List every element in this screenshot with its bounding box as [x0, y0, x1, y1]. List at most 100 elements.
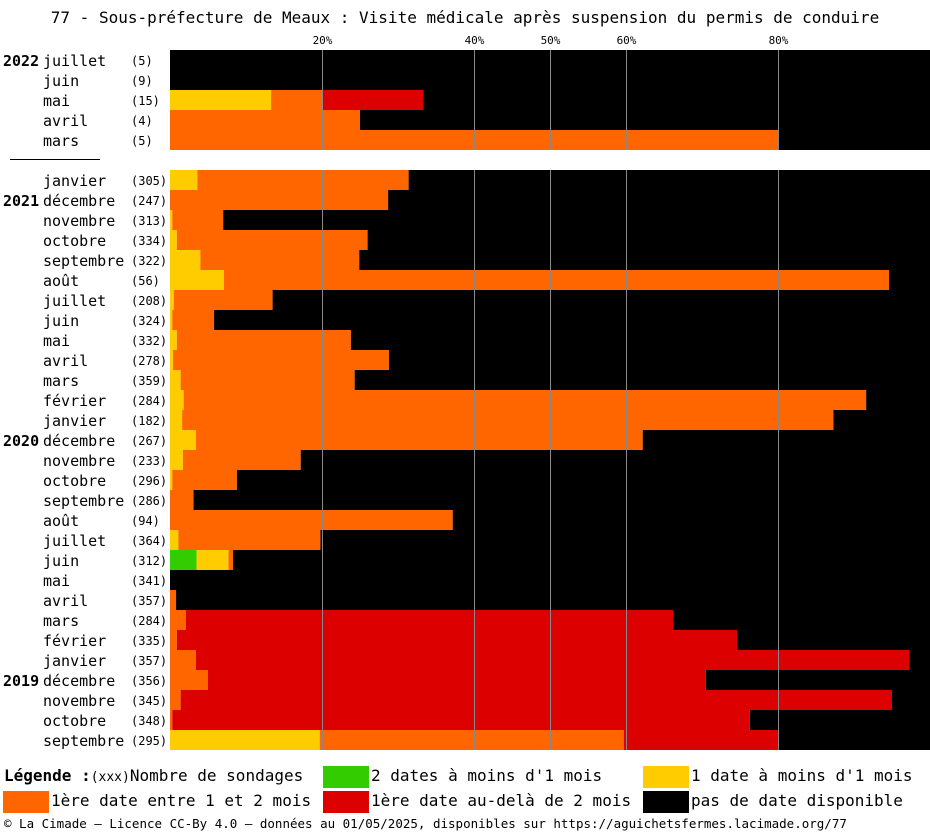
bar-segment-orange: [180, 370, 355, 390]
bar-segment-yellow: [170, 230, 177, 250]
x-tick-label: 60%: [617, 34, 637, 47]
bar-segment-orange: [172, 210, 224, 230]
bar-segment-black: [423, 90, 930, 110]
row-month-label: avril: [43, 352, 88, 370]
row-month-label: décembre: [43, 432, 115, 450]
bar-segment-orange: [170, 110, 360, 130]
bar-segment-black: [354, 370, 930, 390]
row-month-label: décembre: [43, 672, 115, 690]
bar-segment-green: [170, 550, 197, 570]
row-count-label: (332): [131, 334, 167, 348]
row-count-label: (94): [131, 514, 160, 528]
bar-segment-orange: [176, 230, 368, 250]
bar-segment-orange: [182, 450, 301, 470]
legend-swatch-red: [323, 791, 369, 813]
bar-segment-orange: [170, 670, 208, 690]
row-month-label: novembre: [43, 212, 115, 230]
gridlines-layer: [322, 50, 779, 750]
row-count-label: (295): [131, 734, 167, 748]
row-month-label: juillet: [43, 52, 106, 70]
bar-segment-yellow: [170, 390, 184, 410]
bar-segment-black: [367, 230, 930, 250]
row-count-label: (345): [131, 694, 167, 708]
row-month-label: janvier: [43, 412, 106, 430]
row-count-label: (267): [131, 434, 167, 448]
row-year-label: 2021: [3, 192, 39, 210]
row-count-label: (9): [131, 74, 153, 88]
bar-segment-black: [223, 210, 930, 230]
row-count-label: (15): [131, 94, 160, 108]
bar-segment-black: [736, 630, 930, 650]
bar-segment-orange: [228, 550, 234, 570]
bar-segment-black: [350, 330, 930, 350]
row-month-label: novembre: [43, 692, 115, 710]
row-month-label: juillet: [43, 532, 106, 550]
footer-credit: © La Cimade — Licence CC-By 4.0 — donnée…: [4, 816, 847, 831]
bar-segment-black: [866, 390, 930, 410]
row-month-label: août: [43, 512, 79, 530]
bar-segment-black: [214, 310, 930, 330]
bar-segment-black: [778, 730, 930, 750]
row-count-label: (364): [131, 534, 167, 548]
legend-label-red: 1ère date au-delà de 2 mois: [371, 791, 632, 810]
row-count-label: (284): [131, 614, 167, 628]
bar-segment-orange: [182, 410, 834, 430]
bar-segment-yellow: [170, 90, 272, 110]
row-month-label: août: [43, 272, 79, 290]
row-month-label: juin: [43, 312, 79, 330]
x-tick-label: 80%: [769, 34, 789, 47]
bar-segment-orange: [173, 290, 273, 310]
row-year-label: 2022: [3, 52, 39, 70]
bar-segment-orange: [170, 710, 173, 730]
bar-segment-orange: [176, 330, 351, 350]
legend-label-green: 2 dates à moins d'1 mois: [371, 766, 603, 785]
bar-segment-black: [300, 450, 930, 470]
row-month-label: mars: [43, 372, 79, 390]
bar-segment-black: [778, 130, 930, 150]
bar-segment-yellow: [170, 250, 201, 270]
legend-title-block: Légende :(xxx)Nombre de sondages: [4, 764, 303, 788]
bar-segment-red: [322, 90, 424, 110]
bar-segment-black: [749, 710, 930, 730]
row-count-label: (324): [131, 314, 167, 328]
row-count-label: (341): [131, 574, 167, 588]
bar-segment-black: [233, 550, 930, 570]
row-month-label: juin: [43, 552, 79, 570]
bar-segment-red: [180, 690, 892, 710]
row-count-label: (359): [131, 374, 167, 388]
bar-segment-black: [673, 610, 930, 630]
bar-segment-black: [388, 190, 930, 210]
row-count-label: (356): [131, 674, 167, 688]
bar-segment-black: [642, 430, 930, 450]
row-count-label: (208): [131, 294, 167, 308]
row-month-label: mars: [43, 612, 79, 630]
row-count-label: (296): [131, 474, 167, 488]
tick-labels-layer: 20% 40% 50% 60% 80%: [313, 34, 789, 47]
bar-segment-yellow: [170, 730, 320, 750]
row-month-label: octobre: [43, 712, 106, 730]
row-month-label: décembre: [43, 192, 115, 210]
legend-label-orange: 1ère date entre 1 et 2 mois: [51, 791, 312, 810]
row-count-label: (313): [131, 214, 167, 228]
row-count-label: (233): [131, 454, 167, 468]
legend-swatch-orange: [3, 791, 49, 813]
row-count-label: (335): [131, 634, 167, 648]
bar-segment-orange: [170, 510, 453, 530]
bar-segment-orange: [172, 470, 237, 490]
bar-segment-red: [176, 630, 737, 650]
row-labels-layer: 2022 juillet (5)juin (9)mai (15)avril (4)mars…: [3, 52, 167, 750]
bar-segment-yellow: [170, 370, 181, 390]
row-month-label: février: [43, 632, 106, 650]
row-count-label: (56): [131, 274, 160, 288]
bar-segment-orange: [271, 90, 322, 110]
bar-segment-orange: [170, 490, 194, 510]
row-month-label: janvier: [43, 172, 106, 190]
row-month-label: avril: [43, 592, 88, 610]
row-count-label: (312): [131, 554, 167, 568]
row-month-label: mai: [43, 332, 70, 350]
legend-swatch-green: [323, 766, 369, 788]
row-count-label: (286): [131, 494, 167, 508]
bars-layer: [170, 50, 930, 750]
bar-segment-orange: [195, 430, 643, 450]
legend-label-black: pas de date disponible: [691, 791, 903, 810]
